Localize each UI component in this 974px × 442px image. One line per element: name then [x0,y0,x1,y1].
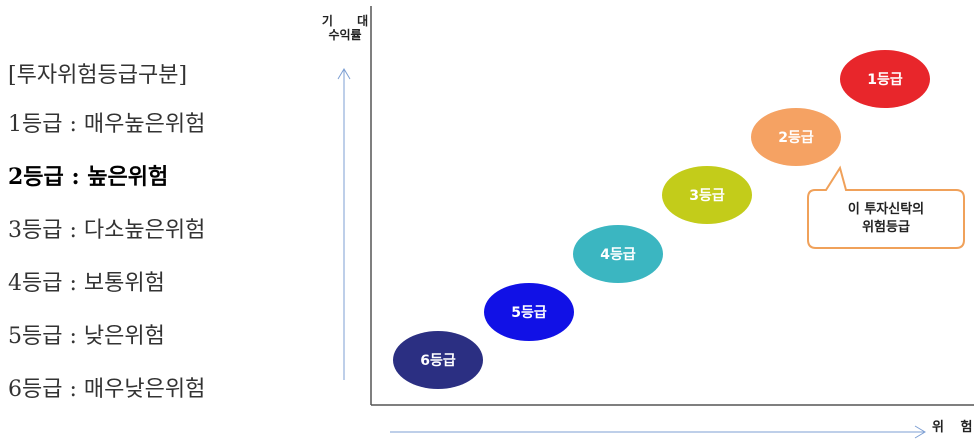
grade-1-label: 1등급 [867,72,903,88]
grade-3-ellipse [662,166,752,224]
risk-grade-legend: [투자위험등급구분] 1등급 : 매우높은위험 2등급 : 높은위험 3등급 :… [8,54,205,416]
grade-6-label: 6등급 [420,353,456,369]
grade-3-node: 3등급 [662,166,752,224]
grade-2-ellipse [751,108,841,166]
grade-1-node: 1등급 [840,50,930,108]
grade-4-label: 4등급 [600,247,636,263]
callout-bubble [807,165,965,249]
x-axis-title: 위 험 [932,420,974,435]
legend-item-grade-1: 1등급 : 매우높은위험 [8,112,206,137]
grade-5-ellipse [484,283,574,341]
legend-item-grade-6: 6등급 : 매우낮은위험 [8,377,206,402]
grade-6-ellipse [393,331,483,389]
grade-2-label: 2등급 [778,130,814,146]
callout-text: 이 투자신탁의 위험등급 [847,202,925,235]
legend-item-grade-3: 3등급 : 다소높은위험 [8,218,206,243]
legend-item-grade-4: 4등급 : 보통위험 [8,271,165,296]
x-axis-arrow-head [914,425,926,439]
y-axis-arrow-head [337,68,351,80]
legend-title: [투자위험등급구분] [8,63,188,88]
grade-6-node: 6등급 [393,331,483,389]
y-axis-title: 기 대 수익률 [310,14,380,42]
grade-3-label: 3등급 [689,188,725,204]
legend-item-grade-5: 5등급 : 낮은위험 [8,324,165,349]
grade-5-label: 5등급 [511,305,547,321]
grade-4-node: 4등급 [573,225,663,283]
legend-item-grade-2: 2등급 : 높은위험 [8,164,169,190]
grade-1-ellipse [840,50,930,108]
y-axis-title-line1: 기 대 [321,14,379,28]
grade-4-ellipse [573,225,663,283]
grade-2-node: 2등급 [751,108,841,166]
grade-5-node: 5등급 [484,283,574,341]
y-axis-title-line2: 수익률 [328,28,362,42]
